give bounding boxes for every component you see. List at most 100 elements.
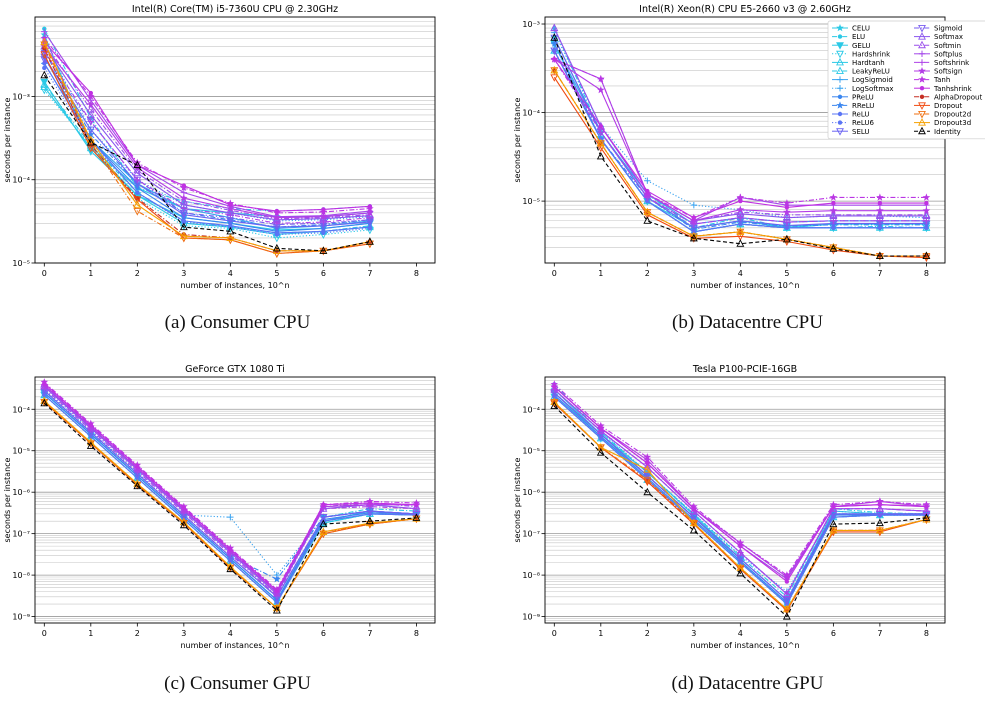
series-lines	[40, 378, 421, 614]
y-axis: 10⁻⁵ 10⁻⁴ 10⁻³	[522, 20, 545, 206]
data-point	[133, 481, 142, 490]
legend-item: Identity	[914, 126, 961, 136]
data-point	[924, 200, 929, 206]
data-point	[643, 190, 652, 198]
series-line	[553, 27, 927, 222]
legend-label: Softmax	[934, 33, 963, 41]
x-tick-label: 3	[691, 629, 696, 638]
data-point	[274, 232, 280, 237]
data-point	[783, 590, 791, 598]
data-point	[596, 144, 605, 153]
data-point	[922, 206, 931, 214]
data-point	[736, 205, 745, 213]
data-point	[829, 206, 838, 214]
x-tick-label: 4	[738, 629, 743, 638]
series-line	[43, 89, 370, 239]
data-point	[88, 90, 94, 96]
data-point	[924, 504, 929, 509]
data-point	[643, 465, 652, 473]
legend-marker	[918, 110, 926, 119]
data-point	[86, 437, 95, 446]
data-point	[782, 597, 791, 605]
legend-item: Dropout3d	[914, 118, 971, 127]
data-point	[87, 118, 95, 125]
data-point	[40, 70, 49, 79]
data-point	[40, 79, 49, 88]
data-point	[645, 188, 650, 194]
data-point	[135, 190, 140, 195]
data-point	[922, 500, 931, 508]
data-point	[181, 183, 187, 188]
legend-marker	[836, 66, 844, 75]
x-tick-label: 5	[784, 269, 789, 278]
series-line	[553, 392, 927, 601]
data-point	[736, 193, 745, 201]
x-tick-label: 1	[88, 629, 93, 638]
series-line	[43, 41, 370, 220]
data-point	[922, 193, 931, 201]
x-tick-label: 0	[42, 629, 47, 638]
data-point	[321, 502, 326, 507]
chart-consumer-gpu: 0 1 2 3 4 5 6 7 8 10⁻⁹ 10⁻⁸ 10⁻⁷ 10⁻⁶ 10⁻⁵ 10⁻⁴ GeForce…	[3, 364, 436, 650]
x-tick-label: 2	[645, 629, 650, 638]
chart-datacentre-cpu: 0 1 2 3 4 5 6 7 8 10⁻⁵ 10⁻⁴ 10⁻³ Intel(R) Xeon(R) CP…	[513, 4, 985, 290]
data-point	[829, 242, 838, 251]
data-point	[829, 500, 838, 508]
legend-marker	[837, 111, 843, 117]
data-point	[86, 138, 95, 146]
data-point	[922, 513, 931, 521]
data-point	[876, 217, 884, 224]
data-point	[181, 219, 187, 225]
data-point	[42, 381, 47, 386]
data-point	[42, 65, 47, 71]
x-axis-label: number of instances, 10^n	[180, 281, 289, 290]
data-point	[782, 234, 791, 243]
legend-item: Softmin	[914, 40, 961, 50]
x-axis: 0 1 2 3 4 5 6 7 8	[552, 623, 929, 638]
legend-marker	[837, 120, 843, 125]
y-tick-label: 10⁻⁹	[522, 613, 540, 622]
legend-label: LeakyReLU	[852, 68, 890, 76]
data-point	[643, 455, 652, 464]
data-point	[596, 151, 605, 160]
caption-a: (a) Consumer CPU	[164, 312, 311, 333]
y-tick-label: 10⁻⁹	[12, 613, 30, 622]
legend-label: SELU	[852, 128, 870, 136]
x-tick-label: 0	[552, 629, 557, 638]
y-tick-label: 10⁻⁵	[522, 197, 540, 206]
data-point	[550, 65, 559, 74]
x-tick-label: 8	[924, 269, 929, 278]
data-point	[645, 461, 650, 466]
y-axis-label: seconds per instance	[513, 97, 522, 182]
legend-marker	[919, 86, 925, 91]
data-point	[87, 92, 95, 100]
legend-item: Dropout	[914, 102, 963, 110]
data-point	[598, 124, 604, 129]
data-point	[643, 216, 652, 224]
data-point	[86, 126, 95, 135]
y-tick-label: 10⁻⁷	[12, 530, 30, 539]
data-point	[133, 160, 142, 169]
data-point	[179, 231, 188, 240]
y-tick-label: 10⁻⁴	[522, 405, 540, 414]
data-point	[550, 401, 559, 409]
data-point	[319, 527, 328, 535]
data-point	[738, 543, 743, 549]
legend-marker	[836, 76, 844, 83]
series-line	[553, 383, 927, 598]
data-point	[179, 211, 188, 220]
legend-marker	[836, 57, 844, 66]
chart-title: Tesla P100-PCIE-16GB	[692, 364, 797, 375]
legend-label: Tanh	[933, 76, 950, 84]
data-point	[784, 205, 790, 210]
y-tick-label: 10⁻⁸	[12, 571, 30, 580]
legend-item: Dropout2d	[914, 111, 971, 119]
data-point	[181, 505, 187, 511]
data-point	[831, 200, 836, 206]
x-tick-label: 1	[88, 269, 93, 278]
data-point	[922, 251, 931, 259]
data-point	[829, 193, 838, 201]
data-point	[40, 51, 49, 59]
legend-marker	[918, 75, 926, 83]
